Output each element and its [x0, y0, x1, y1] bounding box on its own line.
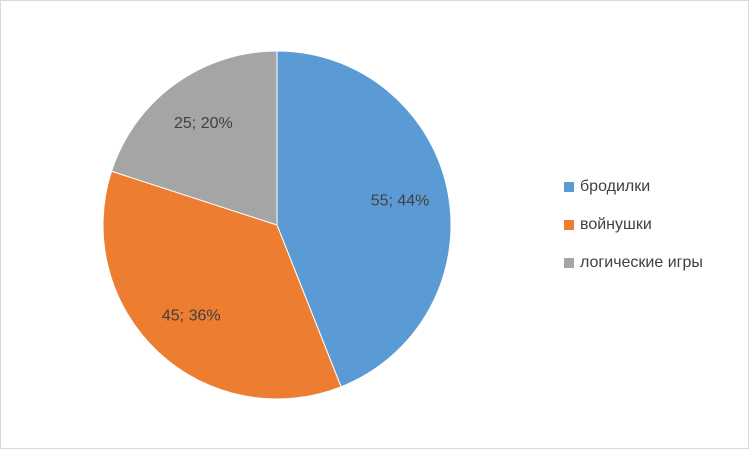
legend-swatch: [564, 220, 574, 230]
legend-swatch: [564, 258, 574, 268]
legend-label: бродилки: [580, 178, 650, 195]
data-label: 25; 20%: [174, 115, 233, 132]
legend-label: войнушки: [580, 216, 652, 233]
legend-label: логические игры: [580, 254, 703, 271]
pie-slice: [276, 50, 452, 388]
pie-slice: [102, 170, 342, 400]
data-label: 55; 44%: [371, 193, 430, 210]
pie-slice: [110, 50, 278, 226]
data-label: 45; 36%: [162, 308, 221, 325]
legend-swatch: [564, 182, 574, 192]
